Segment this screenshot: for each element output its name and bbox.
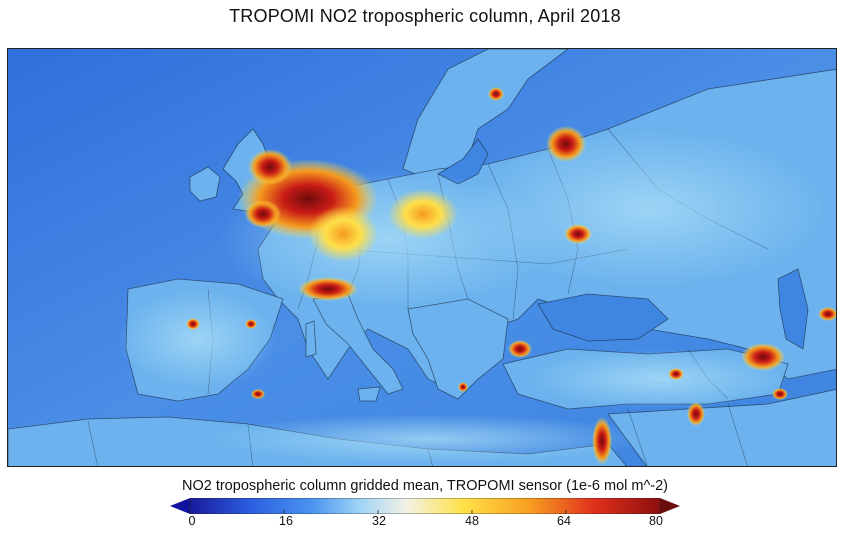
balkans <box>407 298 509 400</box>
colorbar-tick-labels: 0 16 32 48 64 80 <box>0 514 850 534</box>
hotspot-ankara <box>668 368 684 380</box>
colorbar-high-arrow <box>660 498 680 514</box>
hotspot-st-petersburg <box>488 87 504 101</box>
hotspot-rhine <box>308 206 378 262</box>
colorbar-tick-label: 48 <box>465 514 479 528</box>
europe-no2-map-svg <box>8 49 836 466</box>
italy <box>312 293 404 395</box>
border-line <box>727 403 748 466</box>
hotspot-middle-east <box>741 343 785 371</box>
colorbar-tick-label: 64 <box>557 514 571 528</box>
sicily <box>357 386 381 402</box>
no2-hotspots <box>186 87 836 465</box>
colorbar-tick-marks <box>189 510 661 514</box>
hotspot-madrid <box>186 318 200 330</box>
hotspot-paris <box>245 200 281 228</box>
colorbar-label: NO2 tropospheric column gridded mean, TR… <box>181 478 669 494</box>
hotspot-london <box>248 149 292 185</box>
colorbar <box>170 498 680 514</box>
hotspot-tehran <box>818 307 836 321</box>
hotspot-ukraine <box>564 224 592 244</box>
caspian-sea <box>777 268 809 350</box>
land-haze <box>118 129 828 464</box>
hotspot-istanbul <box>508 340 532 358</box>
hotspot-levant <box>687 402 705 426</box>
colorbar-gradient <box>189 498 661 514</box>
hotspot-nile <box>592 417 612 465</box>
colorbar-tick-label: 0 <box>188 514 196 528</box>
hotspot-athens <box>458 382 468 392</box>
map-title: TROPOMI NO2 tropospheric column, April 2… <box>229 6 621 26</box>
hotspot-poland <box>388 189 458 239</box>
sardinia <box>305 320 317 358</box>
black-sea <box>537 293 669 342</box>
colorbar-tick-label: 80 <box>649 514 663 528</box>
no2-map <box>7 48 837 467</box>
hotspot-moscow <box>546 126 586 162</box>
hotspot-barcelona <box>245 319 257 329</box>
hotspot-po-valley <box>298 277 358 301</box>
colorbar-tick-label: 32 <box>372 514 386 528</box>
hotspot-north-africa <box>251 389 265 399</box>
hotspot-baghdad <box>772 388 788 400</box>
colorbar-low-arrow <box>170 498 190 514</box>
ireland <box>189 166 221 202</box>
colorbar-tick-label: 16 <box>279 514 293 528</box>
border-line <box>87 420 98 466</box>
